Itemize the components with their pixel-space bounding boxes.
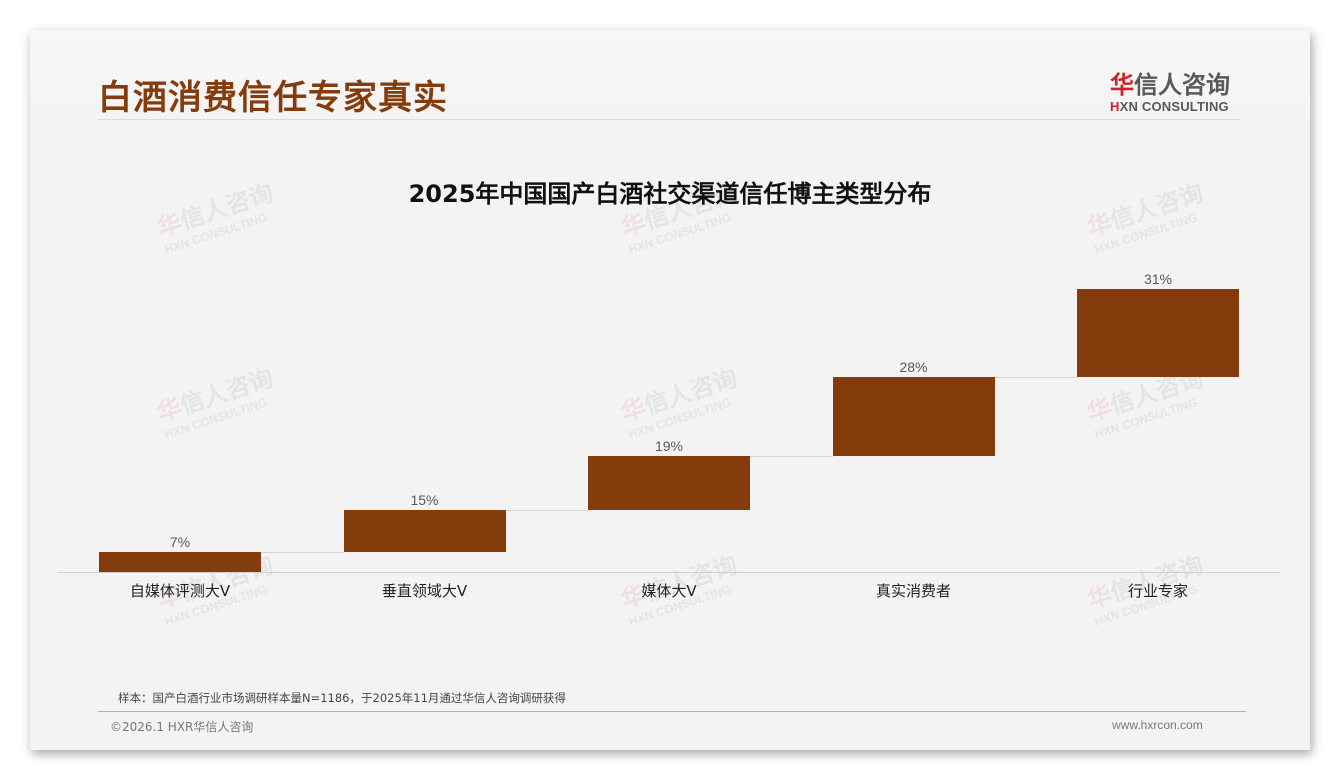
bar-2: [343, 509, 506, 553]
category-label: 真实消费者: [875, 582, 951, 600]
connector-line: [750, 455, 833, 457]
logo-cn-text: 华信人咨询: [1110, 71, 1230, 99]
bar-value-label: 19%: [654, 437, 684, 454]
bar-1: [99, 552, 261, 572]
bar-value-label: 7%: [169, 534, 191, 551]
chart-title: 2025年中国国产白酒社交渠道信任博主类型分布: [408, 180, 932, 208]
header-band: [30, 30, 1310, 120]
x-axis-line: [58, 572, 1280, 573]
bar-value-label: 15%: [410, 491, 439, 508]
bar-value-label: 28%: [899, 358, 928, 375]
page-title: 白酒消费信任专家真实: [98, 78, 448, 118]
title-divider: [98, 119, 1240, 120]
bar-5: [1077, 289, 1239, 377]
source-note: 样本：国产白酒行业市场调研样本量N=1186，于2025年11月通过华信人咨询调…: [118, 691, 566, 705]
category-label: 媒体大V: [641, 582, 697, 600]
company-logo: 华信人咨询 HXN CONSULTING: [1110, 65, 1240, 114]
category-label: 垂直领域大V: [381, 582, 468, 600]
copyright: ©2026.1 HXR华信人咨询: [110, 720, 254, 734]
logo-en-text: HXN CONSULTING: [1110, 99, 1229, 114]
bar-4: [832, 376, 995, 456]
bar-3: [588, 455, 750, 510]
connector-line: [994, 376, 1077, 378]
category-label: 行业专家: [1127, 582, 1188, 600]
footer-divider: [98, 711, 1246, 712]
waterfall-chart: 7% 自媒体评测大V 15% 垂直领域大V 19% 媒体大V 28% 真实消费者 31% 行业专家: [30, 30, 1310, 750]
website-link[interactable]: www.hxrcon.com: [1112, 718, 1203, 732]
category-label: 自媒体评测大V: [129, 582, 231, 600]
connector-line: [505, 509, 588, 511]
connector-line: [261, 552, 344, 554]
slide: 华信人咨询 HXN CONSULTING 华信人咨询 HXN CONSULTIN…: [30, 30, 1310, 750]
bar-value-label: 31%: [1143, 271, 1173, 287]
